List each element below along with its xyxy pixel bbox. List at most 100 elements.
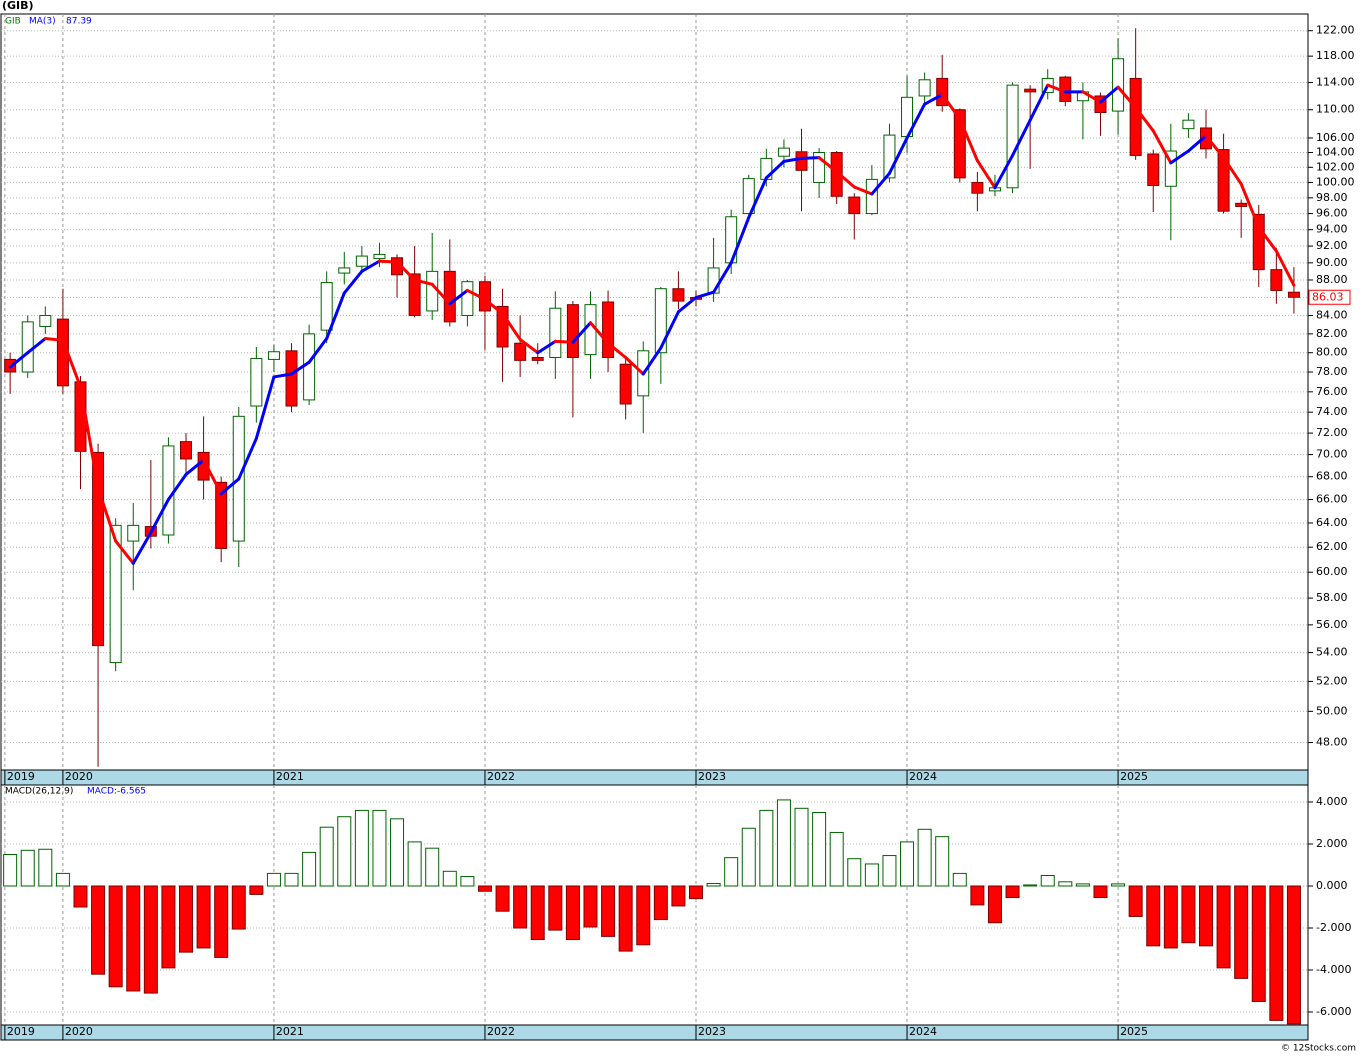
macd-bar	[689, 885, 704, 900]
ma-segment	[1081, 90, 1102, 104]
candle-body	[619, 363, 632, 405]
macd-bar	[161, 885, 176, 969]
candle-body	[584, 304, 597, 356]
macd-bar	[108, 885, 123, 988]
ma-segment	[1257, 225, 1278, 253]
ma-segment	[852, 185, 874, 196]
y-tick-label: 60.00	[1316, 565, 1348, 578]
macd-bar	[1216, 885, 1231, 969]
macd-bar	[1075, 883, 1090, 887]
ma-segment	[729, 216, 751, 265]
candle-body	[180, 441, 193, 460]
macd-bar	[1023, 884, 1038, 887]
ma-segment	[290, 360, 311, 376]
y-tick-label: 72.00	[1316, 426, 1348, 439]
ma-segment	[325, 291, 346, 341]
macd-bar	[372, 809, 387, 887]
ma-segment	[993, 153, 1015, 190]
macd-bar	[671, 885, 686, 907]
macd-bar	[1181, 885, 1196, 944]
macd-bar	[1040, 874, 1055, 887]
x-tick-label: 2021	[276, 770, 304, 783]
macd-bar	[425, 847, 440, 887]
candle-body	[813, 152, 826, 183]
candle-body	[514, 342, 527, 361]
candle-body	[1287, 291, 1300, 298]
candle-body	[1252, 213, 1265, 271]
ma-segment	[1011, 118, 1032, 157]
ma-segment	[377, 259, 399, 264]
candle-body	[1094, 95, 1107, 113]
ma-segment	[114, 539, 135, 565]
macd-bar	[653, 885, 668, 921]
y-tick-label: 94.00	[1316, 223, 1348, 236]
last-price-box	[1308, 289, 1351, 305]
macd-bar	[882, 855, 897, 887]
candle-body	[602, 301, 615, 358]
y-tick-label: 0.000	[1316, 879, 1348, 892]
macd-bar	[407, 841, 422, 887]
macd-bar	[952, 872, 967, 887]
ma-segment	[395, 260, 417, 282]
ma-segment	[184, 458, 206, 476]
macd-bar	[1199, 885, 1214, 947]
ma-segment	[835, 170, 856, 189]
y-tick-label: 102.00	[1316, 160, 1355, 173]
ma-segment	[782, 156, 804, 163]
ma-segment	[360, 259, 381, 273]
macd-bar	[1128, 885, 1143, 917]
candle-body	[285, 350, 298, 407]
y-tick-label: 84.00	[1316, 308, 1348, 321]
y-tick-label: 92.00	[1316, 239, 1348, 252]
macd-bar	[1269, 885, 1284, 1021]
macd-bar	[548, 885, 563, 931]
candle-body	[267, 351, 280, 360]
candle-body	[830, 152, 843, 197]
candle-body	[971, 181, 984, 194]
ma-segment	[606, 341, 628, 359]
ma-segment	[887, 136, 909, 175]
macd-bar	[73, 885, 88, 908]
ma-segment	[940, 93, 962, 121]
macd-bar	[20, 849, 35, 887]
candle-body	[795, 151, 808, 171]
candle-body	[1270, 269, 1283, 291]
ma-segment	[1098, 85, 1120, 104]
macd-bar	[583, 885, 598, 928]
ma-segment	[905, 102, 927, 140]
candle-body	[162, 445, 175, 536]
candle-body	[443, 270, 456, 323]
y-tick-label: 106.00	[1316, 131, 1355, 144]
candle-body	[1200, 127, 1213, 150]
ma-segment	[958, 117, 979, 163]
ma-segment	[1116, 85, 1138, 110]
candle-body	[92, 451, 105, 647]
ma-segment	[501, 312, 522, 341]
macd-bar	[143, 885, 158, 994]
candle-body	[531, 356, 544, 361]
candle-body	[777, 147, 790, 157]
candle-body	[1112, 58, 1125, 112]
macd-bar	[935, 836, 950, 887]
y-tick-label: 4.000	[1316, 795, 1348, 808]
ma-segment	[413, 278, 434, 286]
ma-segment	[96, 486, 118, 543]
ma-segment	[588, 321, 610, 345]
date-band	[0, 769, 1309, 786]
macd-bar	[126, 885, 141, 992]
macd-bar	[864, 863, 879, 887]
candle-body	[1164, 150, 1177, 187]
macd-bar	[495, 885, 510, 912]
candle-body	[461, 281, 474, 316]
macd-bar	[302, 851, 317, 887]
ma-segment	[659, 310, 680, 350]
legend-ticker: GIB	[5, 17, 21, 27]
y-tick-label: 90.00	[1316, 256, 1348, 269]
y-tick-label: -4.000	[1316, 963, 1351, 976]
ma-segment	[518, 337, 540, 355]
x-tick-label: 2025	[1120, 1025, 1148, 1038]
macd-bar	[1251, 885, 1266, 1002]
macd-bar	[249, 885, 264, 895]
macd-bar	[38, 848, 53, 887]
